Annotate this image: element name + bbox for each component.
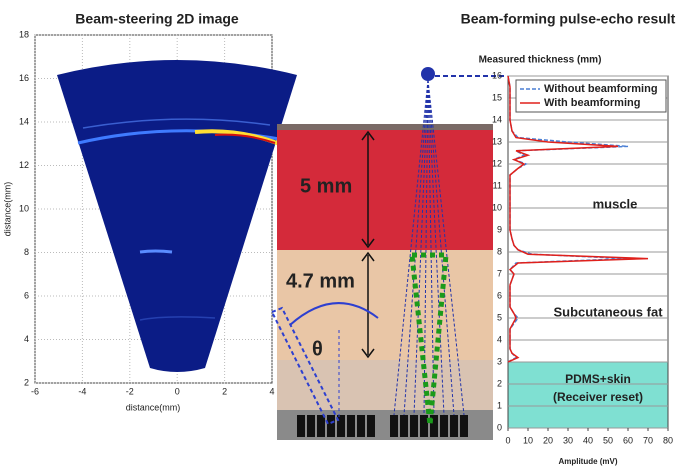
echo bbox=[140, 251, 172, 252]
y-tick-label: 0 bbox=[497, 422, 502, 432]
source-dot bbox=[421, 67, 435, 81]
annotation: PDMS+skin bbox=[565, 372, 631, 386]
y-tick-label: 16 bbox=[19, 73, 29, 83]
annotation: (Receiver reset) bbox=[553, 390, 643, 404]
x-tick-label: 70 bbox=[643, 435, 653, 445]
x-axis-label: distance(mm) bbox=[126, 402, 181, 412]
chart-title: Beam-forming pulse-echo result bbox=[461, 11, 676, 27]
x-tick-label: 50 bbox=[603, 435, 613, 445]
x-tick-label: -4 bbox=[78, 386, 86, 396]
y-tick-label: 8 bbox=[24, 247, 29, 257]
y-axis-label: Measured thickness (mm) bbox=[479, 55, 602, 66]
y-tick-label: 2 bbox=[497, 378, 502, 388]
sector bbox=[57, 60, 297, 372]
x-tick-label: 80 bbox=[663, 435, 673, 445]
figure: -6-4-202424681012141618Beam-steering 2D … bbox=[0, 0, 684, 471]
y-tick-label: 11 bbox=[493, 180, 502, 190]
label-4-7mm: 4.7 mm bbox=[286, 270, 355, 292]
x-tick-label: 40 bbox=[583, 435, 593, 445]
x-axis-label: Amplitude (mV) bbox=[558, 457, 617, 466]
y-tick-label: 7 bbox=[497, 268, 502, 278]
photo: 5 mm 4.7 mm θ bbox=[272, 80, 493, 440]
y-tick-label: 15 bbox=[492, 92, 502, 102]
legend-label: With beamforming bbox=[544, 97, 640, 109]
y-tick-label: 2 bbox=[24, 377, 29, 387]
y-tick-label: 12 bbox=[19, 160, 29, 170]
y-tick-label: 4 bbox=[497, 334, 502, 344]
y-tick-label: 18 bbox=[19, 29, 29, 39]
x-tick-label: 10 bbox=[523, 435, 533, 445]
y-tick-label: 8 bbox=[497, 246, 502, 256]
annotation: Subcutaneous fat bbox=[553, 304, 663, 319]
y-tick-label: 12 bbox=[492, 158, 502, 168]
annotation: muscle bbox=[593, 196, 638, 211]
x-tick-label: 20 bbox=[543, 435, 553, 445]
y-tick-label: 3 bbox=[497, 356, 502, 366]
x-tick-label: 4 bbox=[269, 386, 274, 396]
y-tick-label: 5 bbox=[497, 312, 502, 322]
y-tick-label: 14 bbox=[19, 116, 29, 126]
x-tick-label: 0 bbox=[505, 435, 510, 445]
y-tick-label: 4 bbox=[24, 334, 29, 344]
y-tick-label: 10 bbox=[492, 202, 502, 212]
y-tick-label: 10 bbox=[19, 203, 29, 213]
y-tick-label: 6 bbox=[497, 290, 502, 300]
label-theta: θ bbox=[312, 338, 323, 360]
y-tick-label: 6 bbox=[24, 290, 29, 300]
x-tick-label: 60 bbox=[623, 435, 633, 445]
y-axis-label: distance(mm) bbox=[2, 182, 12, 237]
chart-title: Beam-steering 2D image bbox=[75, 11, 239, 27]
y-tick-label: 9 bbox=[497, 224, 502, 234]
x-tick-label: 0 bbox=[175, 386, 180, 396]
legend-label: Without beamforming bbox=[544, 83, 658, 95]
x-tick-label: -2 bbox=[126, 386, 134, 396]
x-tick-label: -6 bbox=[31, 386, 39, 396]
label-5mm: 5 mm bbox=[300, 175, 352, 197]
y-tick-label: 14 bbox=[492, 114, 502, 124]
y-tick-label: 13 bbox=[492, 136, 502, 146]
y-tick-label: 1 bbox=[497, 400, 502, 410]
fat-layer bbox=[277, 250, 493, 360]
y-tick-label: 16 bbox=[492, 70, 502, 80]
x-tick-label: 2 bbox=[222, 386, 227, 396]
x-tick-label: 30 bbox=[563, 435, 573, 445]
